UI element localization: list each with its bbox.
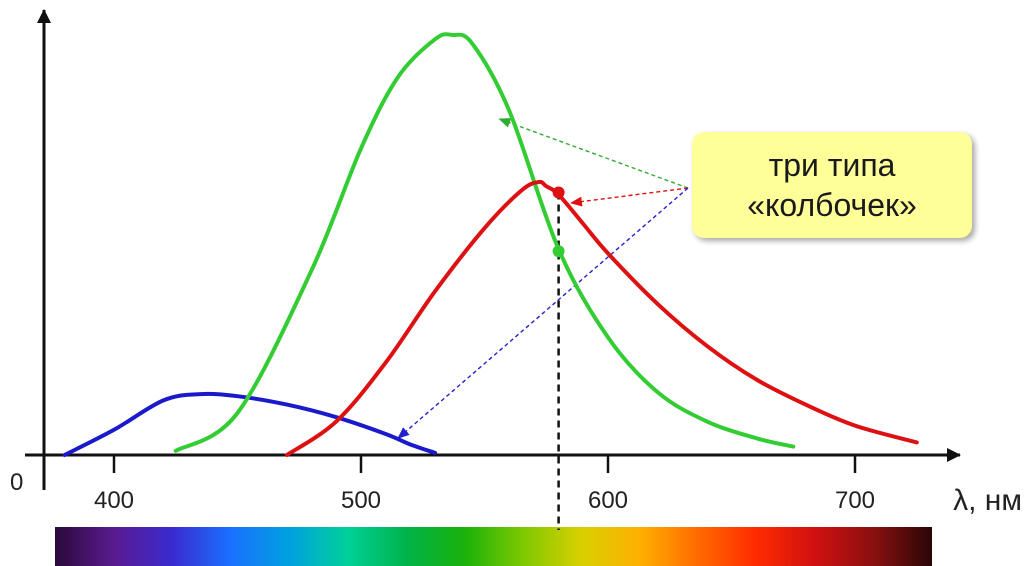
series-0-line bbox=[62, 391, 438, 457]
callout-line-2: «колбочек» bbox=[747, 187, 917, 223]
callout-arrow-0 bbox=[498, 118, 689, 189]
cones-callout: три типа «колбочек» bbox=[692, 132, 972, 238]
spectrum-bar bbox=[55, 527, 932, 566]
x-tick-label-600: 600 bbox=[588, 487, 628, 514]
marker-point-1 bbox=[552, 245, 565, 258]
x-tick-label-400: 400 bbox=[94, 487, 134, 514]
series-1-line bbox=[173, 32, 796, 453]
marker-point-0 bbox=[552, 186, 565, 199]
origin-label: 0 bbox=[10, 469, 23, 496]
callout-arrow-2 bbox=[397, 187, 689, 439]
callout-line-1: три типа bbox=[768, 147, 896, 183]
x-axis-label: λ, нм bbox=[953, 484, 1022, 517]
callout-arrow-1 bbox=[569, 187, 689, 207]
x-tick-label-700: 700 bbox=[835, 487, 875, 514]
x-tick-label-500: 500 bbox=[341, 487, 381, 514]
